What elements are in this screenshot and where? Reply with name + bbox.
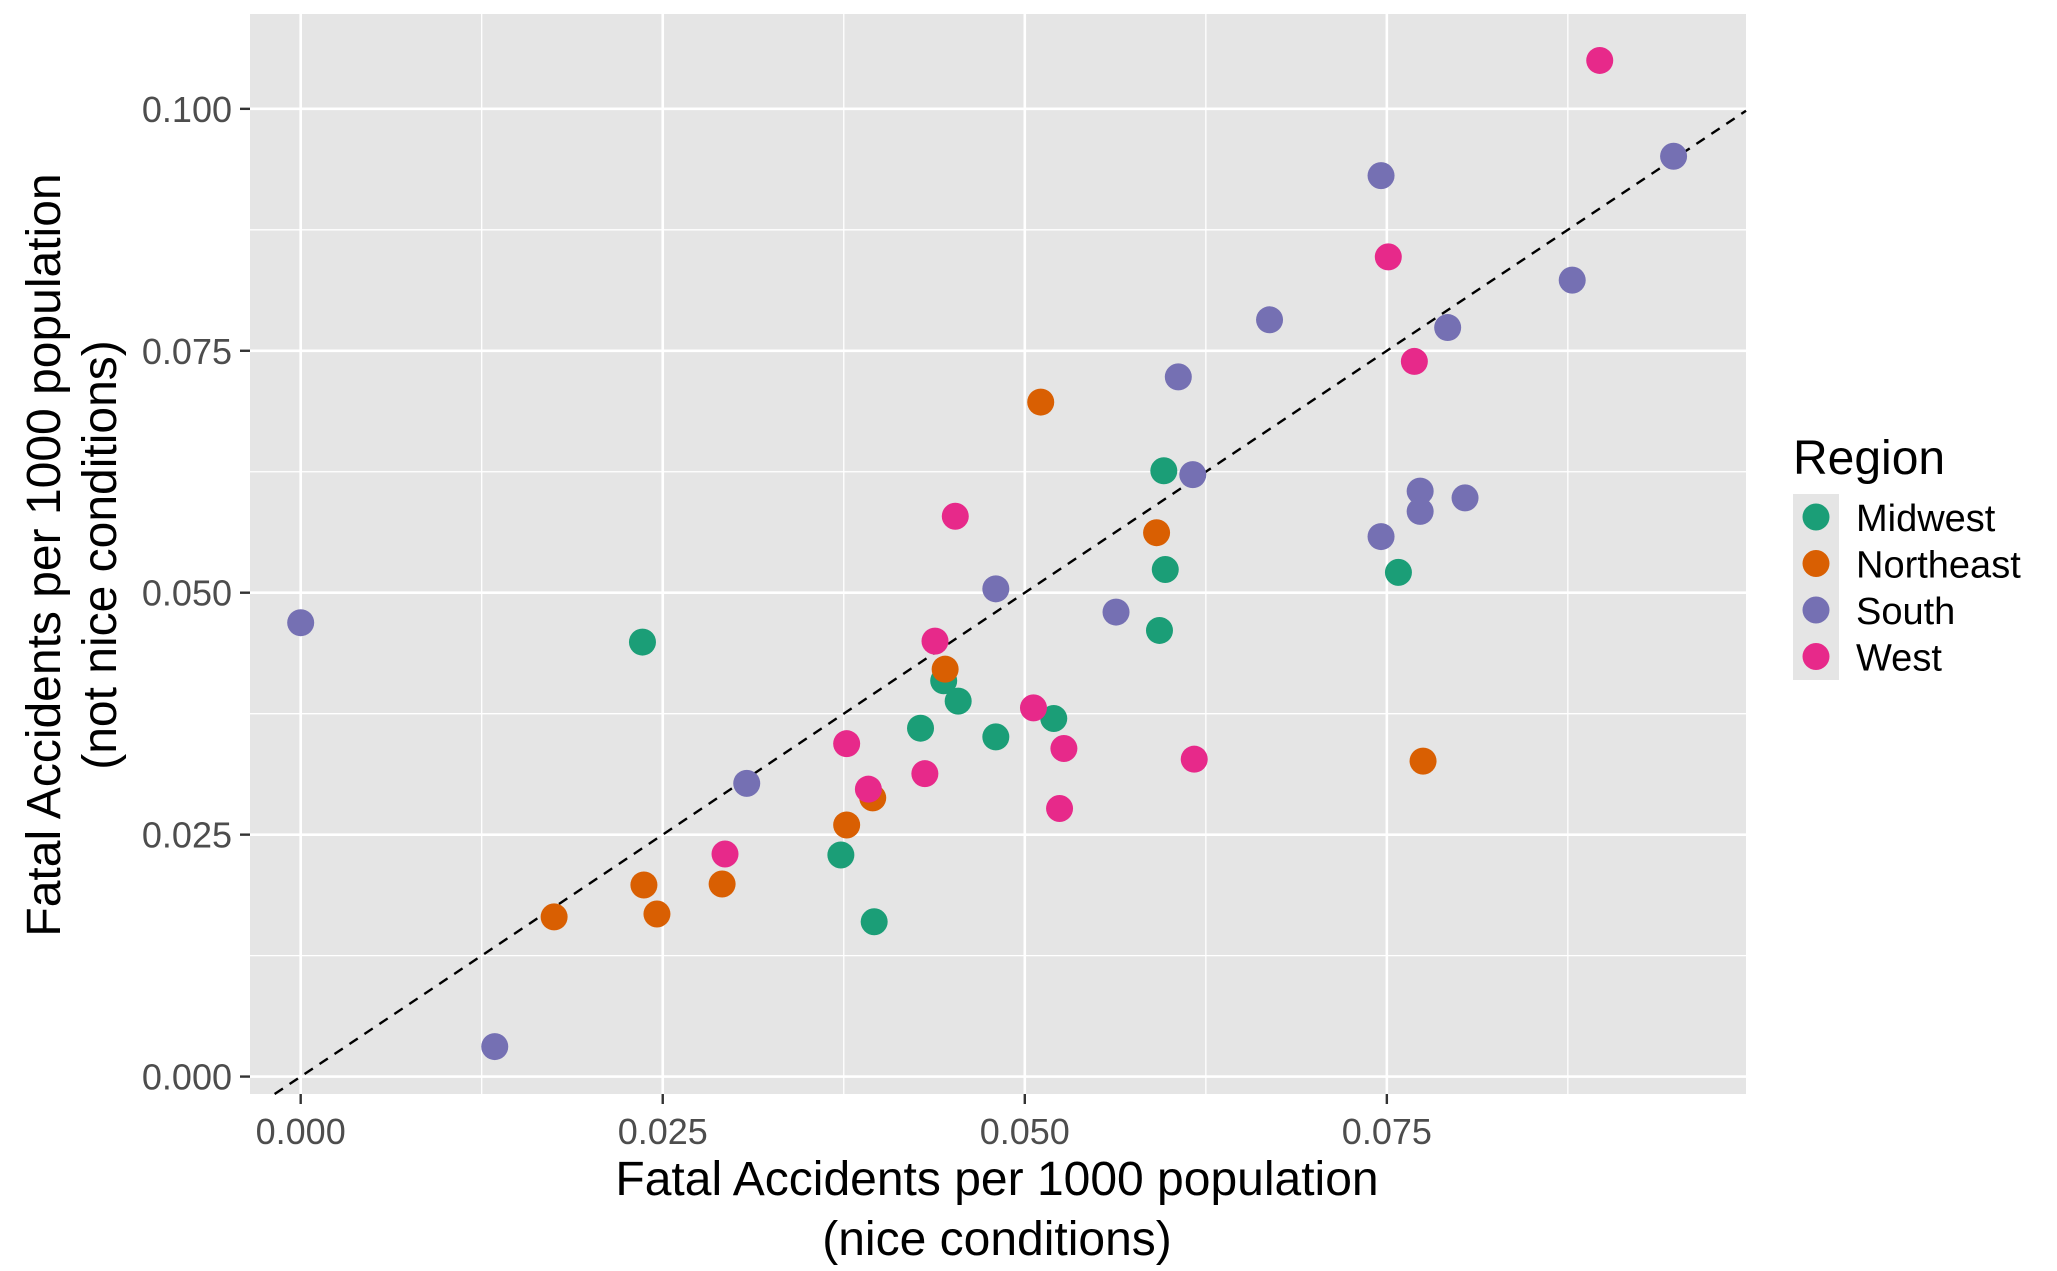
y-tick-label: 0.025 — [142, 815, 232, 856]
data-point — [708, 870, 736, 898]
data-point — [1050, 735, 1078, 763]
data-points — [287, 46, 1688, 1061]
data-point — [1434, 314, 1462, 342]
data-point — [833, 730, 861, 758]
data-point — [1145, 616, 1173, 644]
data-point — [1164, 363, 1192, 391]
data-point — [287, 609, 315, 637]
data-point — [1019, 694, 1047, 722]
panel-background — [250, 14, 1746, 1094]
data-point — [733, 769, 761, 797]
data-point — [1367, 162, 1395, 190]
data-point — [1451, 484, 1479, 512]
data-point — [1102, 598, 1130, 626]
data-point — [628, 628, 656, 656]
data-point — [1586, 46, 1614, 74]
data-point — [711, 840, 739, 868]
data-point — [854, 775, 882, 803]
data-point — [860, 908, 888, 936]
data-point — [921, 627, 949, 655]
data-point — [643, 900, 671, 928]
x-tick-label: 0.000 — [256, 1111, 346, 1152]
data-point — [833, 811, 861, 839]
legend-title: Region — [1793, 432, 1945, 485]
data-point — [1046, 795, 1074, 823]
data-point — [982, 575, 1010, 603]
data-point — [540, 903, 568, 931]
x-tick-label: 0.025 — [618, 1111, 708, 1152]
data-point — [982, 723, 1010, 751]
data-point — [481, 1033, 509, 1061]
data-point — [1409, 747, 1437, 775]
legend-key-midwest — [1802, 503, 1830, 531]
tick-labels: 0.000 0.025 0.050 0.075 0.000 0.025 0.050 0.075… — [142, 89, 1432, 1152]
y-tick-label: 0.000 — [142, 1057, 232, 1098]
legend-label-northeast: Northeast — [1856, 545, 2021, 587]
data-point — [1180, 745, 1208, 773]
legend-label-south: South — [1856, 591, 1955, 633]
data-point — [1151, 555, 1179, 583]
data-point — [1367, 523, 1395, 551]
legend-key-west — [1802, 643, 1830, 670]
data-point — [1400, 347, 1428, 375]
data-point — [1374, 243, 1402, 271]
data-point — [1406, 477, 1434, 505]
reference-line — [273, 109, 1747, 1095]
legend-label-west: West — [1856, 638, 1942, 680]
data-point — [630, 871, 658, 899]
y-tick-label: 0.050 — [142, 573, 232, 614]
data-point — [1040, 705, 1068, 733]
legend-key-northeast — [1802, 550, 1830, 577]
data-point — [1143, 519, 1171, 547]
axis-titles: Fatal Accidents per 1000 population (nic… — [18, 173, 1379, 1266]
series-west — [711, 46, 1614, 868]
y-axis-title-line2: (not nice conditions) — [74, 340, 127, 770]
x-tick-label: 0.050 — [980, 1111, 1070, 1152]
data-point — [1384, 558, 1412, 586]
axis-ticks — [240, 107, 1389, 1104]
data-point — [931, 655, 959, 683]
data-point — [911, 760, 939, 788]
y-tick-label: 0.075 — [142, 331, 232, 372]
y-tick-label: 0.100 — [142, 89, 232, 130]
x-tick-label: 0.075 — [1342, 1111, 1432, 1152]
y-axis-title-line1: Fatal Accidents per 1000 population — [18, 173, 71, 936]
x-axis-title-line1: Fatal Accidents per 1000 population — [615, 1153, 1378, 1206]
data-point — [1179, 461, 1207, 489]
data-point — [1558, 266, 1586, 294]
minor-gridlines — [250, 14, 1746, 1094]
data-point — [941, 502, 969, 530]
data-point — [827, 841, 855, 869]
data-point — [907, 714, 935, 742]
data-point — [1406, 497, 1434, 525]
data-point — [1660, 142, 1688, 170]
major-gridlines — [250, 14, 1746, 1094]
data-point — [944, 687, 972, 715]
data-point — [1027, 388, 1055, 416]
x-axis-title-line2: (nice conditions) — [822, 1213, 1172, 1266]
legend-label-midwest: Midwest — [1856, 498, 1996, 540]
data-point — [1150, 457, 1178, 485]
legend-key-south — [1802, 596, 1830, 624]
series-south — [287, 142, 1688, 1061]
data-point — [1256, 306, 1284, 334]
